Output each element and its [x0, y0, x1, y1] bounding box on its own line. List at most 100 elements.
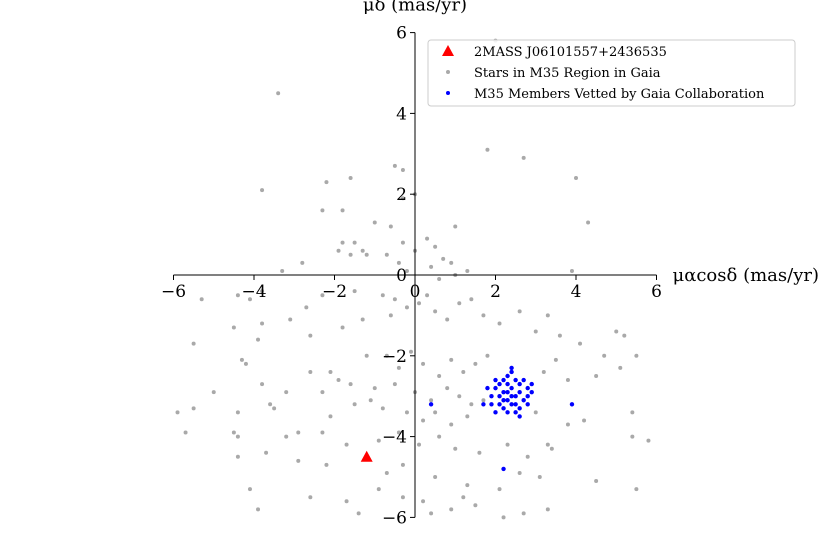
gaia-star-point [437, 277, 442, 282]
gaia-star-point [469, 297, 474, 302]
gaia-star-point [525, 454, 530, 459]
m35-member-point [497, 381, 502, 387]
gaia-star-point [404, 410, 409, 415]
m35-member-point [493, 410, 498, 415]
gaia-star-point [352, 289, 357, 294]
legend-frame [427, 39, 796, 107]
gaia-star-point [469, 402, 474, 407]
m35-members-layer [428, 365, 575, 472]
gaia-star-point [296, 458, 301, 463]
gaia-star-point [565, 378, 570, 383]
axis-ticks: −6 −4 −2 0 2 4 6 −6 −4 −2 0 2 4 6 [161, 24, 662, 529]
gaia-star-point [328, 369, 333, 374]
gaia-star-point [324, 462, 329, 467]
gaia-star-point [372, 220, 377, 225]
gaia-star-point [646, 438, 651, 443]
gaia-star-point [199, 297, 204, 302]
gaia-star-point [340, 240, 345, 245]
gaia-star-point [288, 317, 293, 322]
gaia-star-point [481, 313, 486, 318]
m35-member-point [521, 398, 526, 403]
gaia-star-point [260, 382, 265, 387]
gaia-star-point [545, 442, 550, 447]
gaia-star-point [400, 167, 405, 172]
m35-member-point [489, 402, 494, 407]
gaia-star-point [594, 374, 599, 378]
gaia-star-point [388, 313, 393, 318]
gaia-star-point [231, 430, 236, 435]
m35-member-point [509, 369, 514, 375]
gaia-star-point [304, 305, 309, 310]
x-tick-label: −2 [322, 282, 347, 302]
m35-member-point [517, 381, 522, 387]
gaia-star-point [533, 410, 538, 415]
gaia-star-point [501, 515, 506, 520]
gaia-star-point [477, 450, 482, 455]
m35-member-point [505, 381, 510, 387]
m35-member-point [525, 385, 530, 391]
gaia-star-point [360, 317, 365, 322]
y-axis-title: μδ (mas/yr) [363, 0, 467, 16]
gaia-star-point [404, 305, 409, 310]
gaia-star-point [433, 244, 438, 249]
gaia-star-point [320, 208, 325, 213]
gaia-star-point [537, 475, 542, 479]
gaia-star-point [260, 321, 265, 326]
gaia-star-point [549, 446, 554, 451]
gaia-star-point [340, 325, 345, 330]
gaia-star-point [457, 394, 462, 399]
m35-member-point [521, 377, 526, 383]
gaia-star-point [485, 353, 490, 358]
gaia-star-point [634, 353, 639, 358]
x-tick-label: 6 [651, 282, 662, 302]
gaia-star-point [284, 390, 289, 395]
gaia-star-point [569, 268, 574, 273]
gaia-star-point [308, 333, 313, 338]
gaia-star-point [433, 309, 438, 314]
gaia-star-point [461, 495, 466, 500]
gaia-star-point [408, 349, 413, 354]
m35-member-point [509, 394, 514, 399]
gaia-star-point [376, 438, 381, 443]
m35-member-point [517, 414, 522, 419]
gaia-star-point [449, 422, 454, 427]
m35-member-point [501, 377, 506, 383]
m35-member-point [509, 385, 514, 391]
gaia-star-point [235, 293, 240, 298]
gaia-star-point [481, 398, 486, 403]
m35-member-point [509, 402, 514, 407]
gaia-star-point [352, 240, 357, 245]
gaia-star-point [417, 442, 422, 447]
gaia-star-point [235, 410, 240, 415]
gaia-star-point [191, 341, 196, 346]
gaia-star-point [211, 390, 216, 395]
gaia-star-point [417, 301, 422, 306]
gaia-star-point [352, 402, 357, 407]
gaia-star-point [630, 434, 635, 439]
gaia-star-point [433, 410, 438, 415]
gaia-star-point [191, 406, 196, 411]
y-tick-label: −6 [382, 508, 407, 528]
gaia-star-point [243, 361, 248, 366]
y-tick-label: 6 [396, 24, 407, 44]
gaia-star-point [344, 442, 349, 447]
gaia-star-point [421, 418, 426, 423]
gaia-star-point [594, 479, 599, 484]
gaia-star-point [533, 329, 538, 334]
gaia-star-point [437, 374, 442, 378]
x-axis-title: μαcosδ (mas/yr) [673, 265, 820, 286]
gaia-star-point [388, 224, 393, 229]
gaia-star-point [392, 297, 397, 302]
gaia-star-point [368, 398, 373, 403]
gaia-star-point [421, 499, 426, 504]
gaia-star-point [400, 495, 405, 500]
gaia-star-point [586, 220, 591, 225]
gaia-star-point [497, 321, 502, 326]
gaia-star-point [308, 369, 313, 374]
x-tick-label: 4 [571, 282, 582, 302]
gaia-star-point [574, 176, 578, 181]
gaia-star-point [344, 499, 349, 504]
m35-member-point [517, 389, 522, 395]
gaia-star-point [400, 196, 405, 201]
